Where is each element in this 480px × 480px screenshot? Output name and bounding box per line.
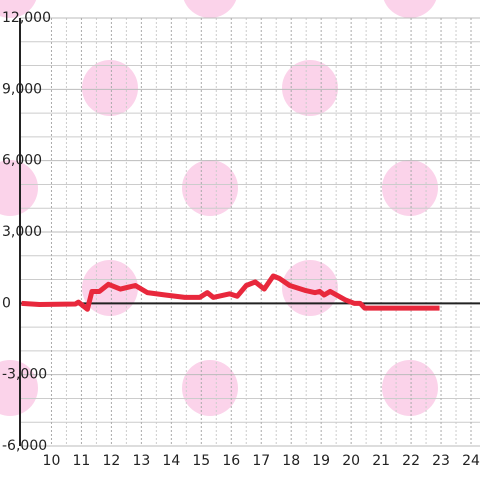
y-tick-label: -3,000 [2,367,47,383]
data-line [21,273,440,312]
x-tick-label: 15 [192,453,210,469]
y-tick-label: 9,000 [2,81,42,97]
x-tick-label: 10 [43,453,61,469]
x-tick-label: 20 [342,453,360,469]
x-tick-label: 18 [282,453,300,469]
x-tick-label: 19 [312,453,330,469]
x-tick-label: 11 [73,453,91,469]
y-tick-label: -6,000 [2,438,47,454]
x-tick-label: 12 [102,453,120,469]
x-tick-label: 23 [432,453,450,469]
x-tick-label: 17 [252,453,270,469]
x-tick-label: 14 [162,453,180,469]
x-tick-label: 21 [372,453,390,469]
y-tick-label: 0 [2,295,11,311]
y-tick-label: 12,000 [2,10,51,26]
y-tick-label: 6,000 [2,153,42,169]
x-tick-label: 16 [222,453,240,469]
x-tick-label: 24 [462,453,480,469]
x-tick-label: 22 [402,453,420,469]
x-tick-label: 13 [132,453,150,469]
y-tick-label: 3,000 [2,224,42,240]
watermark [0,0,438,416]
